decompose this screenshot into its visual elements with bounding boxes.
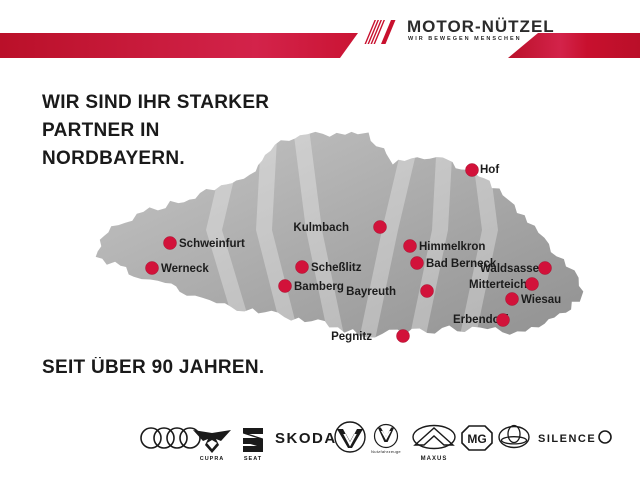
svg-text:CUPRA: CUPRA — [200, 456, 225, 462]
svg-text:Nutzfahrzeuge: Nutzfahrzeuge — [371, 449, 401, 454]
svg-text:SKODA: SKODA — [275, 430, 337, 447]
svg-text:MAXUS: MAXUS — [421, 456, 448, 462]
svg-text:MG: MG — [467, 432, 486, 446]
svg-text:SILENCE: SILENCE — [538, 433, 596, 445]
svg-text:SEAT: SEAT — [244, 456, 262, 462]
